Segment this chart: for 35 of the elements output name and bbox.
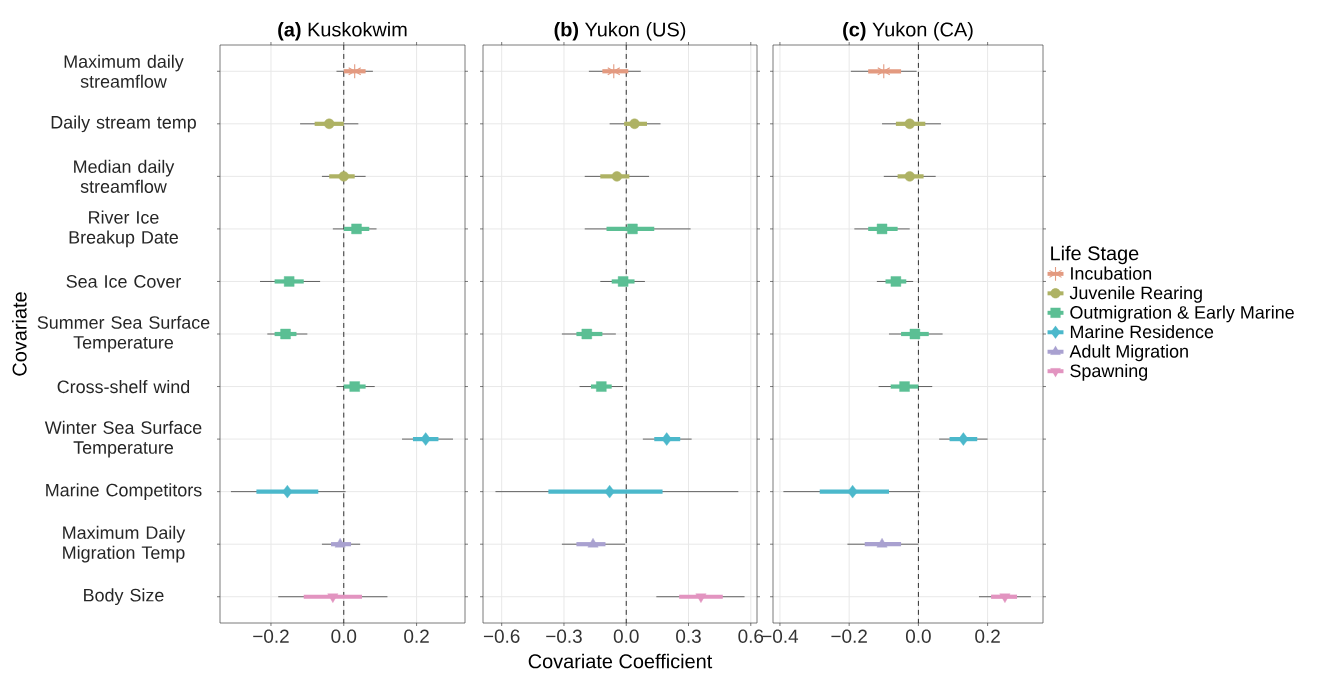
legend-label: Outmigration & Early Marine xyxy=(1070,305,1294,323)
x-tick-label: −0.4 xyxy=(762,629,799,643)
x-tick-label: 0.2 xyxy=(975,629,1000,643)
y-tick-label: Cross-shelf wind xyxy=(57,379,190,394)
x-tick-label: −0.6 xyxy=(483,629,520,643)
x-tick-label: 0.0 xyxy=(613,629,639,643)
legend-label: Juvenile Rearing xyxy=(1069,286,1202,303)
y-tick-label: Daily stream temp xyxy=(51,115,196,133)
y-tick-label: Summer Sea Surface Temperature xyxy=(37,315,210,353)
chart-title: (b) Yukon (US) xyxy=(554,21,686,41)
y-tick-label: Winter Sea Surface Temperature xyxy=(44,420,202,458)
y-tick-label: Maximum daily streamflow xyxy=(64,54,184,88)
legend-label: Spawning xyxy=(1070,363,1148,381)
y-tick-label: Marine Competitors xyxy=(46,483,202,500)
y-tick-label: Body Size xyxy=(84,588,164,606)
x-axis-title: Covariate Coefficient xyxy=(528,653,713,669)
x-tick-label: 0.2 xyxy=(404,629,429,643)
x-tick-label: 0.0 xyxy=(905,629,931,643)
legend-label: Adult Migration xyxy=(1069,344,1188,362)
x-tick-label: −0.2 xyxy=(253,629,289,643)
chart-title: (a) Kuskokwim xyxy=(278,21,407,41)
legend-label: Incubation xyxy=(1071,266,1152,280)
x-tick-label: 0.3 xyxy=(676,629,701,643)
x-tick-label: 0.0 xyxy=(331,629,357,643)
x-tick-label: 0.6 xyxy=(738,629,764,643)
legend-title: Life Stage xyxy=(1051,245,1139,265)
y-tick-label: River Ice Breakup Date xyxy=(69,210,178,248)
y-tick-label: Sea Ice Cover xyxy=(66,275,181,288)
y-tick-label: Median daily streamflow xyxy=(74,159,175,193)
chart-title: (c) Yukon (CA) xyxy=(843,21,973,41)
y-tick-label: Maximum Daily Migration Temp xyxy=(63,525,186,563)
legend-label: Marine Residence xyxy=(1070,325,1214,339)
y-axis-title: Covariate xyxy=(12,292,27,376)
x-tick-label: −0.2 xyxy=(831,629,867,643)
x-tick-label: −0.3 xyxy=(546,629,582,643)
